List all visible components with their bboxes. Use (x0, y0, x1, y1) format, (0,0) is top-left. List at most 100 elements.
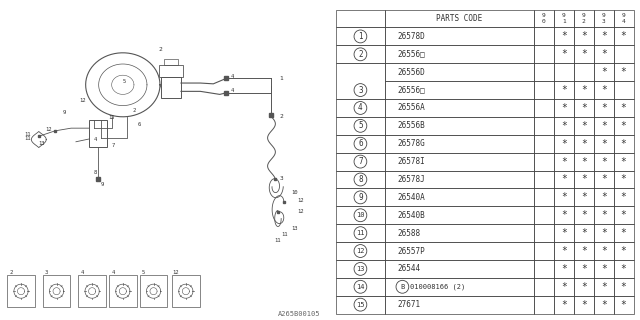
Text: *: * (561, 192, 567, 202)
Text: 4: 4 (231, 74, 234, 79)
Bar (594, 99, 614, 117)
Text: *: * (601, 174, 607, 185)
Bar (594, 63, 614, 81)
Text: 13: 13 (39, 140, 45, 146)
Bar (614, 206, 634, 224)
Text: 11: 11 (24, 136, 31, 141)
Text: 14: 14 (356, 284, 365, 290)
Bar (614, 296, 634, 314)
Text: *: * (561, 139, 567, 149)
Text: B: B (400, 284, 404, 290)
Text: *: * (621, 103, 627, 113)
Bar (594, 153, 614, 171)
Bar (574, 63, 594, 81)
Bar (336, 45, 385, 63)
Text: 5: 5 (123, 79, 126, 84)
Bar (336, 171, 385, 188)
Bar (594, 81, 614, 99)
Text: *: * (561, 85, 567, 95)
Bar (614, 63, 634, 81)
Bar (594, 224, 614, 242)
Bar (534, 224, 554, 242)
Bar (594, 10, 614, 28)
Text: *: * (581, 85, 587, 95)
Text: 7: 7 (111, 143, 115, 148)
Text: *: * (581, 31, 587, 41)
Text: 26578G: 26578G (397, 139, 426, 148)
Text: *: * (601, 192, 607, 202)
Bar (534, 99, 554, 117)
Bar (574, 135, 594, 153)
Bar (336, 206, 385, 224)
Text: *: * (621, 246, 627, 256)
Bar (614, 260, 634, 278)
Bar (594, 45, 614, 63)
Bar (385, 260, 534, 278)
Text: *: * (621, 210, 627, 220)
Text: 3: 3 (279, 176, 283, 181)
Text: *: * (601, 85, 607, 95)
Text: 26556□: 26556□ (397, 50, 426, 59)
Text: 27671: 27671 (397, 300, 420, 309)
Text: *: * (621, 228, 627, 238)
Text: 4: 4 (93, 137, 97, 142)
Bar (336, 10, 385, 28)
Bar (594, 117, 614, 135)
Text: *: * (621, 174, 627, 185)
Text: *: * (561, 174, 567, 185)
Text: *: * (601, 139, 607, 149)
Text: 26540B: 26540B (397, 211, 426, 220)
Text: *: * (601, 31, 607, 41)
Text: *: * (621, 67, 627, 77)
Bar (385, 296, 534, 314)
Bar (140, 275, 167, 307)
Bar (336, 188, 385, 206)
Bar (574, 99, 594, 117)
Text: 15: 15 (108, 115, 115, 120)
Bar (534, 188, 554, 206)
Text: 12: 12 (79, 98, 86, 103)
Bar (385, 171, 534, 188)
Bar (574, 296, 594, 314)
Bar (534, 135, 554, 153)
Text: *: * (581, 174, 587, 185)
Text: 3: 3 (45, 269, 49, 275)
Text: *: * (581, 210, 587, 220)
Bar (385, 135, 534, 153)
Bar (574, 117, 594, 135)
Bar (336, 135, 385, 153)
Text: 7: 7 (358, 157, 363, 166)
Bar (534, 10, 554, 28)
Text: 13: 13 (291, 226, 298, 231)
Bar (574, 28, 594, 45)
Text: 26557P: 26557P (397, 246, 426, 255)
Bar (534, 81, 554, 99)
Text: 10: 10 (356, 212, 365, 218)
Text: 26578J: 26578J (397, 175, 426, 184)
Bar (534, 296, 554, 314)
Bar (554, 28, 574, 45)
Text: *: * (601, 49, 607, 59)
Text: 26556B: 26556B (397, 121, 426, 130)
Bar (614, 135, 634, 153)
Text: *: * (581, 264, 587, 274)
Bar (554, 63, 574, 81)
Bar (164, 59, 178, 65)
Bar (554, 117, 574, 135)
Text: 26540A: 26540A (397, 193, 426, 202)
Bar (385, 10, 534, 28)
Text: 15: 15 (356, 302, 365, 308)
Bar (336, 153, 385, 171)
Bar (614, 117, 634, 135)
Bar (385, 63, 534, 81)
Text: 2: 2 (279, 114, 283, 119)
Bar (385, 188, 534, 206)
Text: 10: 10 (291, 189, 298, 195)
Bar (594, 28, 614, 45)
Text: 4: 4 (81, 269, 84, 275)
Bar (385, 28, 534, 45)
Text: 11: 11 (24, 132, 31, 138)
Bar (614, 153, 634, 171)
Text: *: * (561, 49, 567, 59)
Text: *: * (601, 103, 607, 113)
